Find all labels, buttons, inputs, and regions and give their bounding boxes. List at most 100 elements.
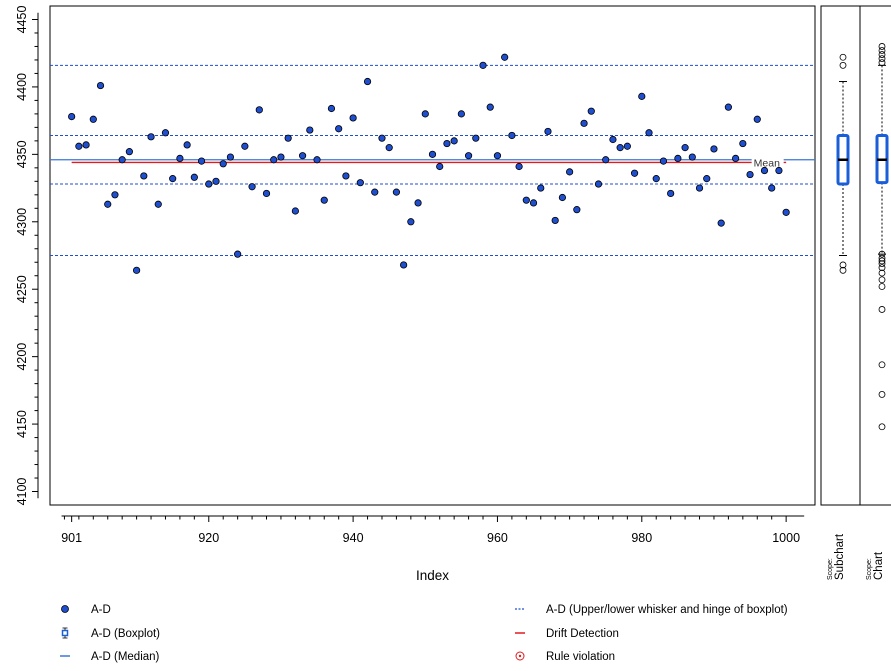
data-point (133, 266, 141, 274)
data-point (68, 112, 76, 121)
y-tick-label: 4250 (15, 275, 29, 303)
data-point (753, 115, 761, 123)
legend-item: A-D (61, 604, 111, 616)
x-tick-label: 1000 (772, 531, 800, 545)
legend: A-D A-D (Boxplot) A-D (Median) A-D (Upper/l… (60, 604, 788, 663)
data-point (262, 189, 271, 198)
data-point (378, 134, 386, 142)
boxplot-outlier (839, 53, 847, 61)
boxplot-outlier (878, 59, 886, 67)
y-tick-label: 4200 (15, 343, 29, 371)
data-point (219, 160, 227, 168)
data-point (291, 207, 299, 215)
data-point (197, 157, 206, 165)
data-point (782, 208, 790, 216)
data-point (638, 92, 646, 100)
legend-label: A-D (91, 604, 111, 616)
legend-item: A-D (Boxplot) (61, 627, 160, 640)
boxplot-outlier (878, 260, 886, 267)
data-point (205, 180, 213, 188)
data-point (183, 141, 191, 149)
data-point (732, 154, 740, 162)
legend-item: A-D (Upper/lower whisker and hinge of bo… (515, 604, 788, 616)
boxplot-outlier (878, 51, 886, 58)
data-point (421, 110, 429, 118)
x-tick-label: 940 (343, 531, 364, 545)
data-point (674, 154, 682, 162)
data-point (400, 261, 408, 269)
x-tick-label: 901 (61, 531, 82, 545)
data-point (450, 137, 458, 145)
data-point (161, 129, 170, 137)
boxplot-outlier (878, 55, 886, 62)
data-point (558, 193, 567, 202)
boxplot-outlier (878, 47, 886, 54)
data-point (594, 180, 603, 188)
data-point (89, 115, 97, 123)
data-point (169, 175, 177, 183)
data-point (537, 184, 545, 192)
scope-label: Chart (873, 551, 885, 580)
data-point (320, 196, 328, 204)
data-point (746, 170, 754, 179)
boxplot-outlier (878, 254, 886, 262)
data-point (652, 175, 660, 183)
data-point (529, 199, 538, 207)
data-point (710, 145, 718, 153)
boxplot-subchart: Scope: Subchart (827, 53, 850, 580)
data-point (602, 156, 610, 164)
data-point (140, 172, 148, 180)
boxplot-outlier (878, 43, 886, 50)
boxplot-outlier (878, 423, 886, 431)
x-tick-label: 980 (631, 531, 652, 545)
data-point (566, 168, 574, 176)
data-point (667, 189, 675, 198)
legend-label: Drift Detection (546, 628, 619, 640)
data-point (75, 142, 83, 150)
data-point (125, 148, 133, 156)
main-plot-area: Mean 4100 4150 4200 4250 4300 4350 4400 4450 901 9… (15, 5, 816, 583)
data-point (760, 166, 769, 175)
mean-label: Mean (754, 157, 780, 169)
data-point (681, 144, 689, 152)
boxplot-outlier (878, 264, 886, 272)
legend-item: Drift Detection (515, 628, 619, 640)
data-point (486, 103, 494, 111)
data-point (356, 179, 364, 187)
y-tick-label: 4400 (15, 73, 29, 101)
y-tick-label: 4150 (15, 410, 29, 438)
data-point (573, 206, 581, 214)
data-point (104, 200, 112, 208)
data-point (342, 172, 350, 180)
legend-item: A-D (Median) (60, 651, 160, 663)
legend-violation-icon (515, 651, 525, 661)
data-point (616, 144, 624, 152)
data-point (508, 131, 516, 140)
data-point (717, 219, 725, 227)
x-axis-label: Index (416, 568, 449, 583)
data-point (306, 126, 314, 134)
data-point (544, 127, 552, 136)
data-point (363, 77, 372, 86)
x-tick-label: 960 (487, 531, 508, 545)
data-point (768, 184, 776, 192)
data-point (147, 133, 155, 141)
data-point (96, 81, 105, 90)
legend-label: A-D (Upper/lower whisker and hinge of bo… (546, 604, 788, 616)
data-point (270, 156, 278, 164)
data-point (443, 139, 451, 148)
scope-prefix: Scope: (866, 558, 873, 580)
boxplot-outlier (878, 283, 886, 290)
boxplot-outlier (878, 257, 886, 265)
boxplot-panels: Scope: Subchart Scope: Chart (820, 5, 891, 580)
data-point (234, 250, 242, 258)
data-point (111, 191, 119, 199)
data-point (688, 153, 696, 161)
legend-boxplot-icon (61, 629, 69, 637)
y-tick-label: 4350 (15, 140, 29, 168)
data-point (313, 156, 321, 164)
data-point (457, 110, 465, 118)
data-point (436, 162, 444, 171)
boxplot-outlier (878, 361, 886, 369)
